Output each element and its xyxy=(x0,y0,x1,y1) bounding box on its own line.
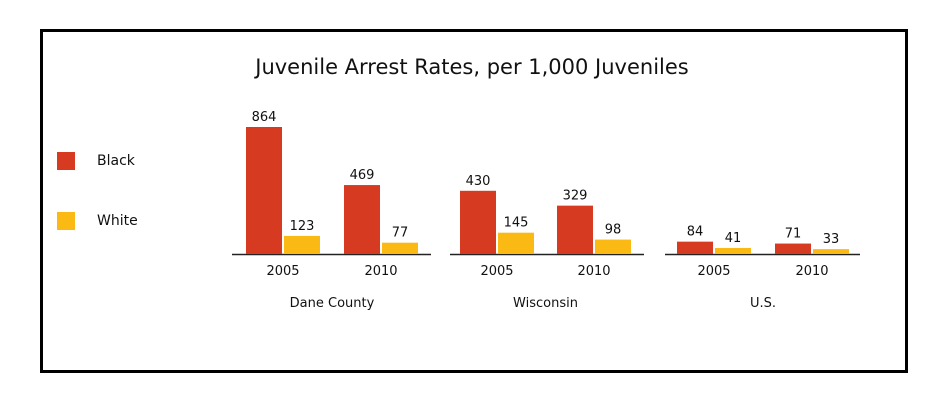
data-label-wisconsin-2010-black: 329 xyxy=(563,189,588,204)
group-label-u-s: U.S. xyxy=(750,296,776,311)
bar-wisconsin-2010-white xyxy=(595,239,631,254)
tick-label-u-s-2010: 2010 xyxy=(795,264,828,279)
data-label-wisconsin-2005-white: 145 xyxy=(504,216,529,231)
data-label-dane-county-2010-white: 77 xyxy=(392,226,409,241)
group-label-wisconsin: Wisconsin xyxy=(513,296,578,311)
legend-swatch-black xyxy=(57,152,75,170)
data-label-wisconsin-2005-black: 430 xyxy=(466,174,491,189)
bar-u-s-2005-black xyxy=(677,241,713,254)
data-label-wisconsin-2010-white: 98 xyxy=(605,223,622,238)
data-label-dane-county-2005-white: 123 xyxy=(290,219,315,234)
bar-dane-county-2005-white xyxy=(284,235,320,254)
tick-label-dane-county-2010: 2010 xyxy=(364,264,397,279)
legend-item-white: White xyxy=(57,211,138,231)
bar-dane-county-2010-white xyxy=(382,242,418,254)
bar-u-s-2005-white xyxy=(715,247,751,254)
legend-item-black: Black xyxy=(57,151,135,171)
bar-wisconsin-2005-white xyxy=(498,232,534,254)
data-label-u-s-2010-black: 71 xyxy=(785,227,802,242)
data-label-u-s-2005-black: 84 xyxy=(687,225,704,240)
bar-u-s-2010-white xyxy=(813,249,849,254)
legend-label-black: Black xyxy=(97,153,135,169)
bar-wisconsin-2005-black xyxy=(460,190,496,254)
data-label-u-s-2010-white: 33 xyxy=(823,232,840,247)
bar-u-s-2010-black xyxy=(775,243,811,254)
legend-label-white: White xyxy=(97,213,138,229)
data-label-dane-county-2005-black: 864 xyxy=(252,110,277,125)
chart-title: Juvenile Arrest Rates, per 1,000 Juvenil… xyxy=(255,55,689,79)
group-label-dane-county: Dane County xyxy=(290,296,375,311)
tick-label-dane-county-2005: 2005 xyxy=(266,264,299,279)
bar-wisconsin-2010-black xyxy=(557,205,593,254)
bar-dane-county-2010-black xyxy=(344,185,380,254)
bar-dane-county-2005-black xyxy=(246,127,282,254)
tick-label-wisconsin-2005: 2005 xyxy=(480,264,513,279)
data-label-u-s-2005-white: 41 xyxy=(725,231,742,246)
tick-label-u-s-2005: 2005 xyxy=(697,264,730,279)
data-label-dane-county-2010-black: 469 xyxy=(350,168,375,183)
tick-label-wisconsin-2010: 2010 xyxy=(577,264,610,279)
legend-swatch-white xyxy=(57,212,75,230)
